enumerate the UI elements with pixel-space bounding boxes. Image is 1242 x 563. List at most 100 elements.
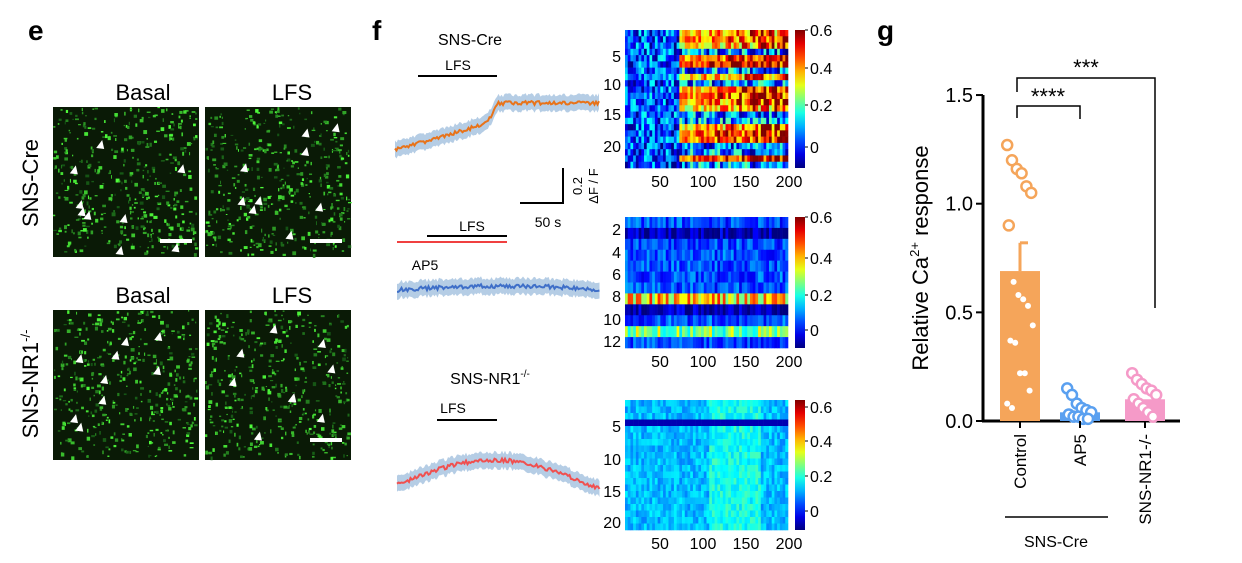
arrowhead-icon xyxy=(98,395,107,405)
heatmap-cell xyxy=(714,293,718,305)
heatmap-cell xyxy=(671,80,675,87)
heatmap-cell xyxy=(725,61,729,68)
heatmap-cell xyxy=(698,523,702,531)
heatmap-cell xyxy=(785,99,789,106)
heatmap-cell xyxy=(785,510,789,518)
heatmap-cell xyxy=(758,30,762,37)
heatmap-cell xyxy=(717,55,721,62)
heatmap-cell xyxy=(741,217,745,229)
heatmap-cell xyxy=(755,130,759,137)
heatmap-cell xyxy=(779,136,783,144)
heatmap-cell xyxy=(633,80,637,87)
heatmap-cell xyxy=(690,293,694,305)
heatmap-cell xyxy=(730,400,734,407)
heatmap-cell xyxy=(663,238,667,251)
heatmap-cell xyxy=(668,315,672,327)
heatmap-cell xyxy=(679,86,683,94)
heatmap-cell xyxy=(644,465,648,472)
heatmap-cell xyxy=(684,458,688,466)
heatmap-cell xyxy=(774,142,778,150)
heatmap-cell xyxy=(725,271,729,283)
heatmap-cell xyxy=(679,271,683,283)
heatmap-cell xyxy=(760,155,764,163)
heatmap-cell xyxy=(706,99,710,106)
heatmap-cell xyxy=(654,326,658,338)
heatmap-cell xyxy=(687,471,691,479)
heatmap-cell xyxy=(782,136,786,144)
heatmap-cell xyxy=(644,30,648,37)
heatmap-cell xyxy=(709,55,713,62)
heatmap-cell xyxy=(633,517,637,524)
heatmap-cell xyxy=(635,142,639,150)
heatmap-cell xyxy=(739,497,743,505)
heatmap-cell xyxy=(635,315,639,327)
heatmap-cell xyxy=(763,326,767,338)
heatmap-cell xyxy=(644,142,648,150)
heatmap-cell xyxy=(777,326,781,338)
heatmap-cell xyxy=(690,413,694,420)
heatmap-cell xyxy=(625,413,629,420)
heatmap-cell xyxy=(752,73,756,81)
heatmap-cell xyxy=(741,484,745,492)
heatmap-cell xyxy=(766,142,770,150)
heatmap-cell xyxy=(714,491,718,498)
heatmap-cell xyxy=(630,445,634,453)
heatmap-cell xyxy=(739,413,743,420)
heatmap-cell xyxy=(692,400,696,407)
heatmap-cell xyxy=(652,48,656,56)
heatmap-cell xyxy=(711,510,715,518)
heatmap-cell xyxy=(747,523,751,531)
heatmap-cell xyxy=(649,130,653,137)
heatmap-cell xyxy=(758,413,762,420)
heatmap-cell xyxy=(665,271,669,283)
heatmap-cell xyxy=(682,484,686,492)
heatmap-cell xyxy=(646,67,650,75)
heatmap-cell xyxy=(709,497,713,505)
heatmap-cell xyxy=(736,80,740,87)
heatmap-cell xyxy=(771,504,775,511)
heatmap-cell xyxy=(760,497,764,505)
heatmap-cell xyxy=(682,510,686,518)
heatmap-cell xyxy=(660,142,664,150)
heatmap-cell xyxy=(690,105,694,112)
heatmap-cell xyxy=(633,36,637,43)
heatmap-cell xyxy=(660,315,664,327)
heatmap-cell xyxy=(641,92,645,100)
heatmap-cell xyxy=(752,471,756,479)
heatmap-cell xyxy=(763,400,767,407)
colorbar-tick-label: 0.4 xyxy=(810,434,832,451)
heatmap-cell xyxy=(682,117,686,125)
heatmap-cell xyxy=(728,161,732,169)
heatmap-cell xyxy=(646,61,650,68)
heatmap-cell xyxy=(687,458,691,466)
heatmap-cell xyxy=(654,92,658,100)
heatmap-cell xyxy=(695,161,699,169)
heatmap-cell xyxy=(665,304,669,316)
heatmap-cell xyxy=(758,136,762,144)
heatmap-cell xyxy=(630,238,634,251)
heatmap-cell xyxy=(649,217,653,229)
heatmap-cell xyxy=(725,478,729,485)
heatmap-cell xyxy=(739,67,743,75)
heatmap-cell xyxy=(679,517,683,524)
heatmap-cell xyxy=(736,61,740,68)
heatmap-cell xyxy=(692,105,696,112)
heatmap-cell xyxy=(779,249,783,261)
heatmap-cell xyxy=(676,478,680,485)
heatmap-cell xyxy=(668,227,672,240)
heatmap-cell xyxy=(709,80,713,87)
heatmap-cell xyxy=(652,458,656,466)
heatmap-cell xyxy=(627,136,631,144)
heatmap-cell xyxy=(673,326,677,338)
heatmap-cell xyxy=(684,30,688,37)
heatmap-cell xyxy=(657,497,661,505)
heatmap-cell xyxy=(736,238,740,251)
heatmap-cell xyxy=(644,413,648,420)
heatmap-cell xyxy=(714,86,718,94)
heatmap-cell xyxy=(644,155,648,163)
heatmap-cell xyxy=(722,419,726,427)
heatmap-cell xyxy=(671,426,675,433)
heatmap-cell xyxy=(733,419,737,427)
heatmap-cell xyxy=(668,217,672,229)
heatmap-cell xyxy=(755,471,759,479)
